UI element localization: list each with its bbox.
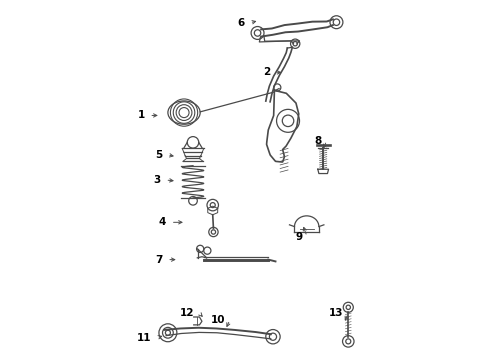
Text: 11: 11 xyxy=(137,333,152,343)
Text: 2: 2 xyxy=(263,67,270,77)
Text: 1: 1 xyxy=(137,111,145,121)
Text: 4: 4 xyxy=(159,217,166,227)
Text: 7: 7 xyxy=(155,255,163,265)
Text: 5: 5 xyxy=(155,150,163,160)
Text: 10: 10 xyxy=(211,315,225,325)
Text: 13: 13 xyxy=(329,309,343,318)
Text: 12: 12 xyxy=(180,309,195,318)
Text: 3: 3 xyxy=(153,175,161,185)
Text: 9: 9 xyxy=(295,232,302,242)
Text: 6: 6 xyxy=(238,18,245,28)
Text: 8: 8 xyxy=(315,136,322,145)
